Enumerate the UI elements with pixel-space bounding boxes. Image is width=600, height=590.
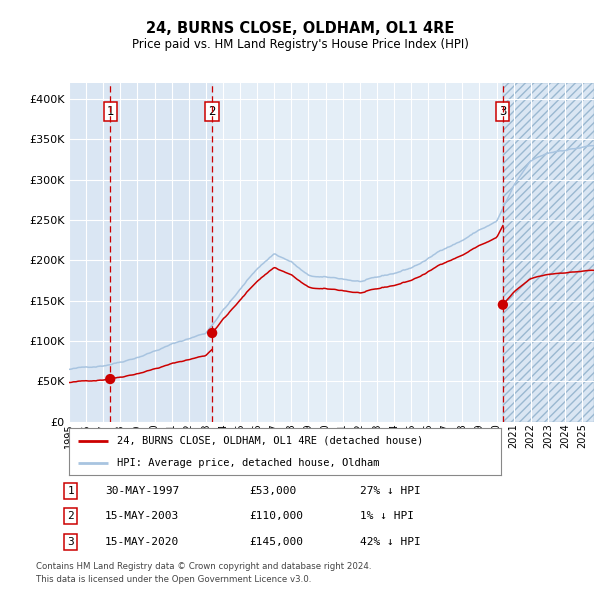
Text: 3: 3	[499, 105, 506, 118]
Text: 1: 1	[67, 486, 74, 496]
Text: Price paid vs. HM Land Registry's House Price Index (HPI): Price paid vs. HM Land Registry's House …	[131, 38, 469, 51]
Text: £145,000: £145,000	[249, 537, 303, 546]
Text: 3: 3	[67, 537, 74, 546]
Bar	[503, 83, 594, 422]
Text: £53,000: £53,000	[249, 486, 296, 496]
Text: 24, BURNS CLOSE, OLDHAM, OL1 4RE: 24, BURNS CLOSE, OLDHAM, OL1 4RE	[146, 21, 454, 35]
Text: 15-MAY-2003: 15-MAY-2003	[105, 512, 179, 521]
Point	[106, 374, 115, 384]
Text: 30-MAY-1997: 30-MAY-1997	[105, 486, 179, 496]
Bar	[110, 83, 212, 422]
Text: 1% ↓ HPI: 1% ↓ HPI	[360, 512, 414, 521]
Text: 1: 1	[106, 105, 114, 118]
Bar	[69, 83, 110, 422]
Text: Contains HM Land Registry data © Crown copyright and database right 2024.: Contains HM Land Registry data © Crown c…	[36, 562, 371, 571]
Text: 24, BURNS CLOSE, OLDHAM, OL1 4RE (detached house): 24, BURNS CLOSE, OLDHAM, OL1 4RE (detach…	[116, 436, 423, 446]
Point	[498, 300, 508, 309]
Text: 2: 2	[67, 512, 74, 521]
Text: 27% ↓ HPI: 27% ↓ HPI	[360, 486, 421, 496]
Text: £110,000: £110,000	[249, 512, 303, 521]
Text: 15-MAY-2020: 15-MAY-2020	[105, 537, 179, 546]
Text: This data is licensed under the Open Government Licence v3.0.: This data is licensed under the Open Gov…	[36, 575, 311, 584]
Text: 2: 2	[208, 105, 216, 118]
Text: 42% ↓ HPI: 42% ↓ HPI	[360, 537, 421, 546]
Text: HPI: Average price, detached house, Oldham: HPI: Average price, detached house, Oldh…	[116, 458, 379, 468]
Point	[208, 328, 217, 337]
